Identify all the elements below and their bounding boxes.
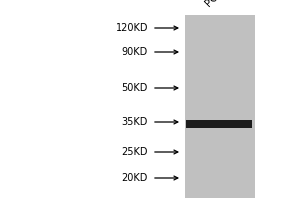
Text: 90KD: 90KD bbox=[122, 47, 148, 57]
Text: 35KD: 35KD bbox=[122, 117, 148, 127]
Bar bbox=[186, 120, 252, 128]
Text: 120KD: 120KD bbox=[116, 23, 148, 33]
Text: 25KD: 25KD bbox=[122, 147, 148, 157]
Text: 20KD: 20KD bbox=[122, 173, 148, 183]
Bar bbox=[185, 15, 255, 198]
Text: PC3: PC3 bbox=[203, 0, 224, 8]
Text: 50KD: 50KD bbox=[122, 83, 148, 93]
